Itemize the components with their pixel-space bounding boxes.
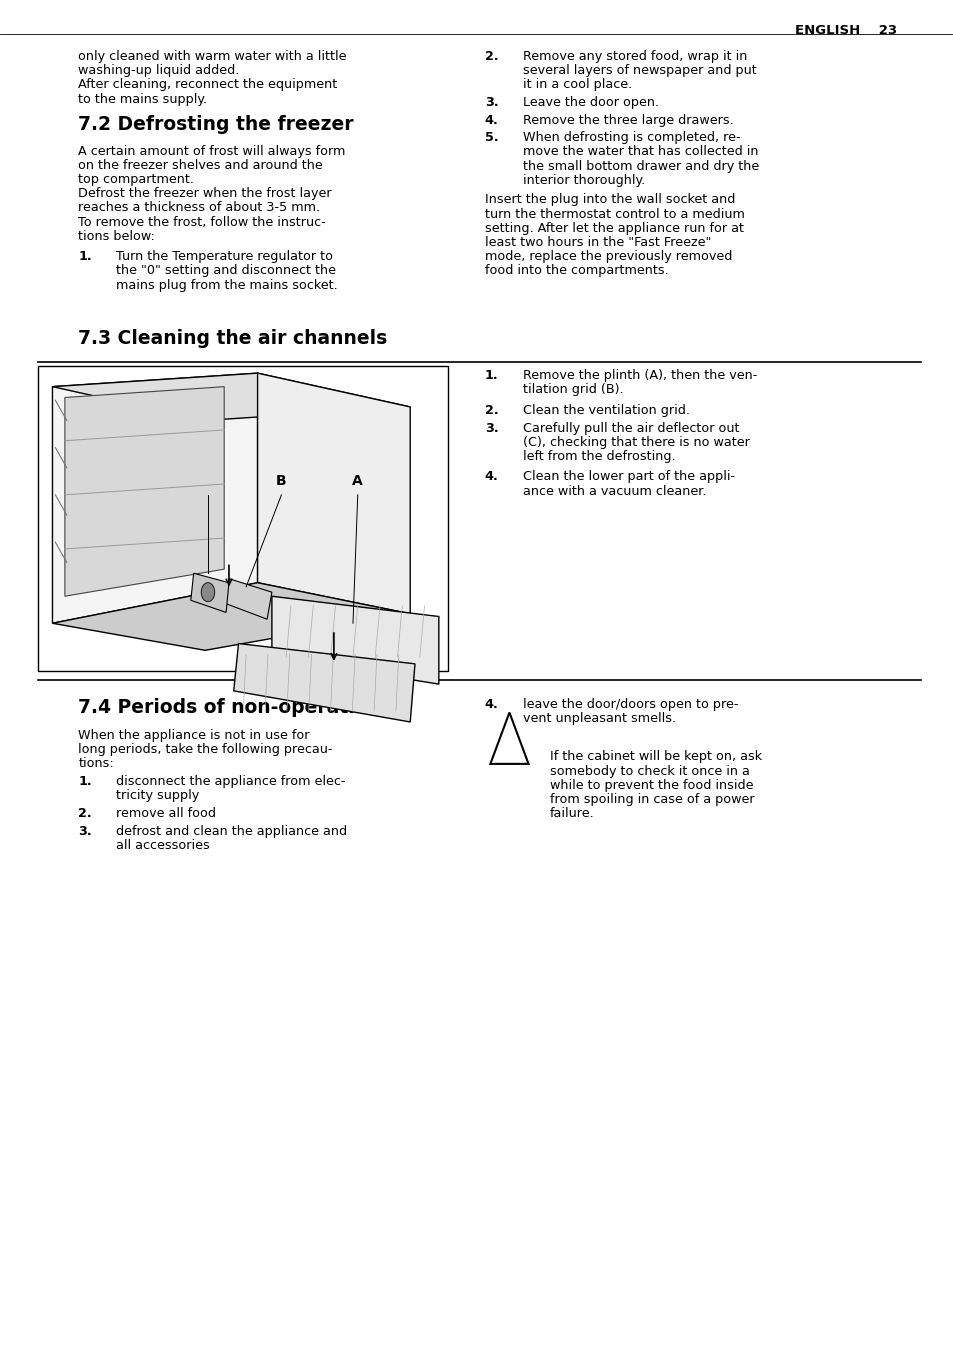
Text: When the appliance is not in use for: When the appliance is not in use for — [78, 729, 310, 742]
Text: the small bottom drawer and dry the: the small bottom drawer and dry the — [522, 160, 759, 173]
Polygon shape — [191, 573, 229, 612]
Text: A: A — [352, 475, 363, 488]
Text: B: B — [275, 475, 287, 488]
Text: Remove any stored food, wrap it in: Remove any stored food, wrap it in — [522, 50, 746, 64]
Text: on the freezer shelves and around the: on the freezer shelves and around the — [78, 158, 323, 172]
Text: To remove the frost, follow the instruc-: To remove the frost, follow the instruc- — [78, 215, 326, 228]
Polygon shape — [233, 644, 415, 722]
Text: to the mains supply.: to the mains supply. — [78, 93, 207, 105]
Text: while to prevent the food inside: while to prevent the food inside — [549, 779, 752, 792]
Text: 3.: 3. — [78, 825, 91, 838]
Polygon shape — [65, 387, 224, 596]
Circle shape — [201, 583, 214, 602]
Text: Defrost the freezer when the frost layer: Defrost the freezer when the frost layer — [78, 187, 332, 200]
Text: 4.: 4. — [484, 114, 497, 127]
Text: When defrosting is completed, re-: When defrosting is completed, re- — [522, 131, 740, 145]
Text: Insert the plug into the wall socket and: Insert the plug into the wall socket and — [484, 193, 734, 207]
Text: Clean the lower part of the appli-: Clean the lower part of the appli- — [522, 470, 734, 484]
Polygon shape — [52, 583, 410, 650]
Text: 1.: 1. — [78, 250, 91, 264]
Text: reaches a thickness of about 3-5 mm.: reaches a thickness of about 3-5 mm. — [78, 201, 320, 215]
Text: from spoiling in case of a power: from spoiling in case of a power — [549, 792, 753, 806]
Text: the "0" setting and disconnect the: the "0" setting and disconnect the — [116, 265, 336, 277]
Text: mains plug from the mains socket.: mains plug from the mains socket. — [116, 279, 337, 292]
Text: Carefully pull the air deflector out: Carefully pull the air deflector out — [522, 422, 739, 435]
Text: several layers of newspaper and put: several layers of newspaper and put — [522, 65, 756, 77]
Text: C: C — [203, 475, 213, 488]
Text: 1.: 1. — [78, 775, 91, 788]
Text: 7.2 Defrosting the freezer: 7.2 Defrosting the freezer — [78, 115, 354, 134]
Text: leave the door/doors open to pre-: leave the door/doors open to pre- — [522, 698, 738, 711]
Text: 2.: 2. — [484, 404, 497, 418]
Text: 7.3 Cleaning the air channels: 7.3 Cleaning the air channels — [78, 329, 387, 347]
Text: somebody to check it once in a: somebody to check it once in a — [549, 765, 749, 777]
Polygon shape — [272, 596, 438, 684]
Text: vent unpleasant smells.: vent unpleasant smells. — [522, 713, 676, 725]
Text: washing-up liquid added.: washing-up liquid added. — [78, 65, 239, 77]
Text: 2.: 2. — [484, 50, 497, 64]
Text: it in a cool place.: it in a cool place. — [522, 78, 632, 92]
Text: setting. After let the appliance run for at: setting. After let the appliance run for… — [484, 222, 742, 235]
Text: Clean the ventilation grid.: Clean the ventilation grid. — [522, 404, 689, 418]
Text: 4.: 4. — [484, 470, 497, 484]
Text: food into the compartments.: food into the compartments. — [484, 265, 668, 277]
Text: turn the thermostat control to a medium: turn the thermostat control to a medium — [484, 207, 743, 220]
Polygon shape — [52, 373, 410, 420]
Text: Remove the three large drawers.: Remove the three large drawers. — [522, 114, 733, 127]
Text: tilation grid (B).: tilation grid (B). — [522, 384, 622, 396]
Bar — [38, 366, 448, 671]
Polygon shape — [52, 373, 257, 623]
Polygon shape — [224, 579, 272, 619]
Text: disconnect the appliance from elec-: disconnect the appliance from elec- — [116, 775, 346, 788]
Text: ENGLISH    23: ENGLISH 23 — [794, 24, 896, 38]
Text: 1.: 1. — [484, 369, 497, 383]
Text: (C), checking that there is no water: (C), checking that there is no water — [522, 435, 749, 449]
Text: 2.: 2. — [78, 807, 91, 821]
Text: 5.: 5. — [484, 131, 497, 145]
Text: tions:: tions: — [78, 757, 113, 771]
Text: mode, replace the previously removed: mode, replace the previously removed — [484, 250, 731, 264]
Text: least two hours in the "Fast Freeze": least two hours in the "Fast Freeze" — [484, 235, 710, 249]
Text: left from the defrosting.: left from the defrosting. — [522, 450, 675, 464]
Text: 7.4 Periods of non-operation: 7.4 Periods of non-operation — [78, 698, 380, 717]
Text: failure.: failure. — [549, 807, 594, 821]
Text: !: ! — [506, 740, 512, 753]
Text: tricity supply: tricity supply — [116, 790, 199, 802]
Text: If the cabinet will be kept on, ask: If the cabinet will be kept on, ask — [549, 750, 760, 764]
Text: A certain amount of frost will always form: A certain amount of frost will always fo… — [78, 145, 345, 158]
Text: ance with a vacuum cleaner.: ance with a vacuum cleaner. — [522, 484, 705, 498]
Text: 3.: 3. — [484, 96, 497, 110]
Text: remove all food: remove all food — [116, 807, 216, 821]
Text: top compartment.: top compartment. — [78, 173, 194, 187]
Text: tions below:: tions below: — [78, 230, 155, 243]
Text: Remove the plinth (A), then the ven-: Remove the plinth (A), then the ven- — [522, 369, 757, 383]
Text: interior thoroughly.: interior thoroughly. — [522, 173, 644, 187]
Text: After cleaning, reconnect the equipment: After cleaning, reconnect the equipment — [78, 78, 337, 92]
Text: move the water that has collected in: move the water that has collected in — [522, 145, 758, 158]
Polygon shape — [490, 713, 528, 764]
Text: 4.: 4. — [484, 698, 497, 711]
Text: defrost and clean the appliance and: defrost and clean the appliance and — [116, 825, 347, 838]
Polygon shape — [257, 373, 410, 614]
Text: 3.: 3. — [484, 422, 497, 435]
Text: Turn the Temperature regulator to: Turn the Temperature regulator to — [116, 250, 333, 264]
Text: Leave the door open.: Leave the door open. — [522, 96, 659, 110]
Text: all accessories: all accessories — [116, 838, 210, 852]
Text: only cleaned with warm water with a little: only cleaned with warm water with a litt… — [78, 50, 346, 64]
Text: long periods, take the following precau-: long periods, take the following precau- — [78, 744, 333, 756]
